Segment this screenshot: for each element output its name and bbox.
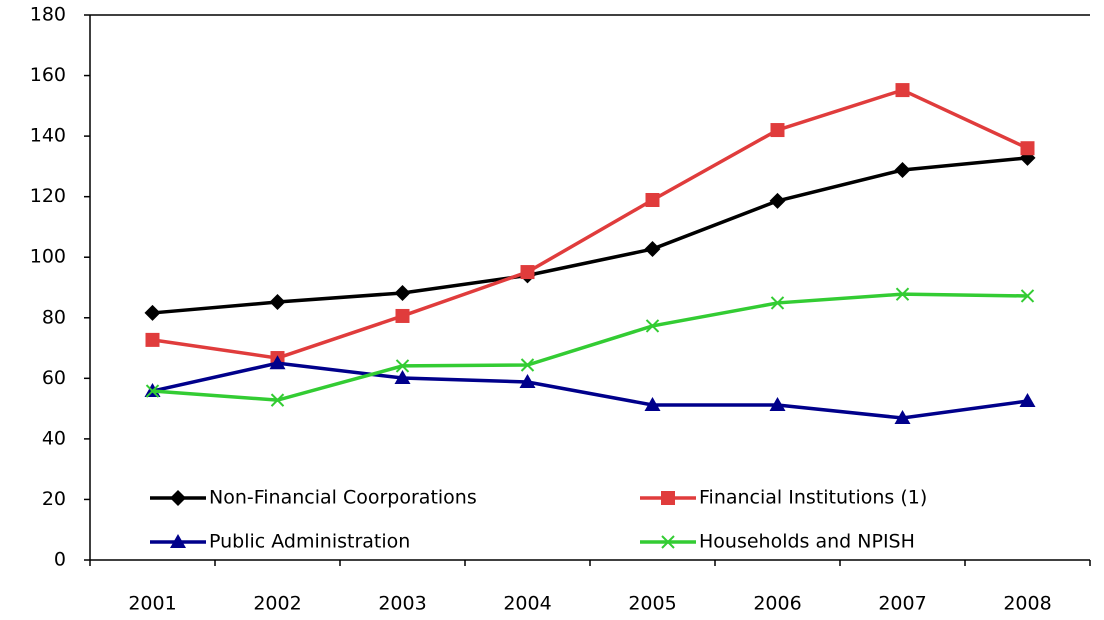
marker	[170, 490, 186, 506]
marker	[520, 265, 535, 280]
marker	[894, 409, 911, 424]
x-tick-label: 2002	[253, 593, 301, 615]
x-tick-label: 2001	[128, 593, 176, 615]
marker	[395, 359, 410, 373]
y-tick-label: 180	[30, 4, 66, 26]
marker	[644, 396, 661, 411]
y-tick-label: 40	[42, 427, 66, 449]
marker	[519, 373, 536, 388]
marker	[769, 396, 786, 411]
marker	[1019, 393, 1036, 408]
y-tick-label: 140	[30, 125, 66, 147]
marker	[269, 294, 286, 311]
marker	[895, 287, 910, 301]
marker	[170, 534, 186, 548]
legend-label: Non-Financial Coorporations	[209, 487, 477, 509]
x-tick-label: 2006	[753, 593, 801, 615]
marker	[769, 192, 786, 209]
series-line	[152, 292, 1028, 402]
legend-label: Households and NPISH	[699, 531, 915, 553]
marker	[644, 241, 661, 258]
x-tick-label: 2003	[378, 593, 426, 615]
marker	[394, 370, 411, 385]
marker	[645, 192, 660, 207]
legend-label: Public Administration	[209, 531, 410, 553]
marker	[270, 393, 285, 407]
marker	[269, 355, 286, 370]
y-tick-label: 120	[30, 185, 66, 207]
y-tick-label: 60	[42, 367, 66, 389]
legend-label: Financial Institutions (1)	[699, 487, 927, 509]
y-tick-label: 80	[42, 306, 66, 328]
marker	[661, 491, 675, 505]
marker	[1020, 289, 1035, 303]
marker	[645, 319, 660, 333]
x-tick-label: 2004	[503, 593, 551, 615]
marker	[770, 123, 785, 138]
x-tick-label: 2007	[878, 593, 926, 615]
marker	[520, 358, 535, 372]
marker	[895, 83, 910, 98]
x-tick-label: 2005	[628, 593, 676, 615]
series-line	[152, 361, 1028, 420]
y-tick-label: 160	[30, 64, 66, 86]
marker	[395, 308, 410, 323]
marker	[770, 296, 785, 310]
marker	[394, 284, 411, 301]
series-line	[152, 156, 1028, 315]
marker	[145, 332, 160, 347]
series-line	[152, 88, 1029, 360]
y-tick-label: 20	[42, 488, 66, 510]
marker	[894, 162, 911, 179]
marker	[144, 304, 161, 321]
y-tick-label: 0	[54, 549, 66, 571]
y-tick-label: 100	[30, 246, 66, 268]
marker	[661, 535, 675, 549]
x-tick-label: 2008	[1003, 593, 1051, 615]
marker	[1020, 141, 1035, 156]
marker	[145, 384, 160, 398]
